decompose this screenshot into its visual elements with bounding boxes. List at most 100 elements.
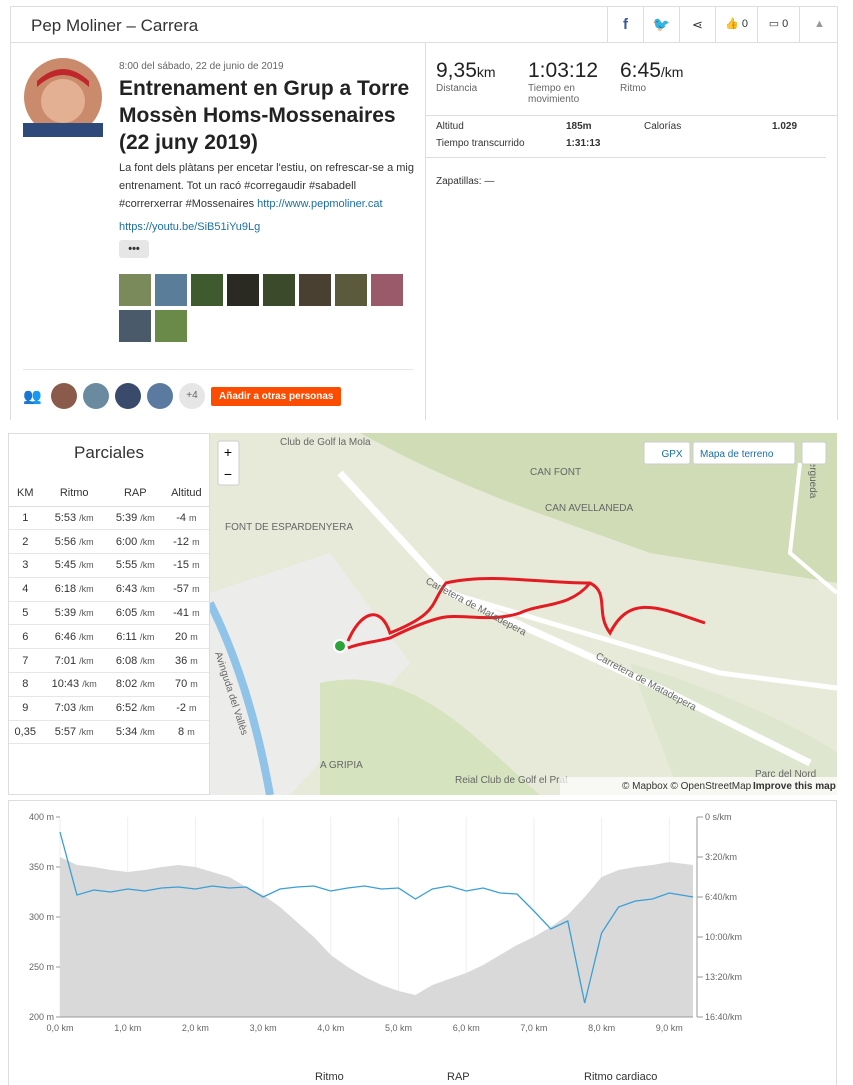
photo[interactable] xyxy=(299,274,331,306)
divider xyxy=(426,115,837,116)
stat: 1:03:12 Tiempo en movimiento xyxy=(528,59,618,105)
split-value: 7 xyxy=(22,654,29,667)
improve-map[interactable]: Improve this map xyxy=(753,781,836,792)
map-label: FONT DE ESPARDENYERA xyxy=(225,522,353,533)
split-unit: /km xyxy=(140,536,155,547)
split-unit: m xyxy=(190,655,198,666)
split-unit: /km xyxy=(140,655,155,666)
add-people-button[interactable]: Añadir a otras personas xyxy=(211,386,342,406)
y2-tick-label: 6:40/km xyxy=(705,892,737,902)
split-cell: 6:08 /km xyxy=(106,648,164,674)
split-row: 8 10:43 /km 8:02 /km 70 m xyxy=(9,672,209,697)
more-athletes[interactable]: +4 xyxy=(179,383,205,409)
split-unit: /km xyxy=(79,584,94,595)
photo[interactable] xyxy=(191,274,223,306)
splits-panel: Parciales KM Ritmo RAP Altitud 1 5:53 /km 5:39… xyxy=(8,433,210,795)
split-value: 4 xyxy=(22,583,29,596)
split-unit: m xyxy=(192,608,200,619)
x-tick-label: 0,0 km xyxy=(46,1023,73,1033)
photo[interactable] xyxy=(227,274,259,306)
split-cell: 7:01 /km xyxy=(41,648,107,674)
stat-value: 6:45/km xyxy=(620,59,700,83)
header-actions: f 🐦 ⋖ 👍 0 ▭ 0 ▲ xyxy=(607,7,839,42)
stat-value: 9,35km xyxy=(436,59,516,83)
split-value: 5:39 xyxy=(115,511,138,524)
y2-tick-label: 10:00/km xyxy=(705,932,742,942)
split-value: 1 xyxy=(22,511,29,524)
split-unit: /km xyxy=(79,703,94,714)
zoom-out[interactable]: − xyxy=(224,466,232,482)
stat: 9,35km Distancia xyxy=(436,59,516,94)
split-cell: 5:45 /km xyxy=(41,553,107,578)
y2-tick-label: 3:20/km xyxy=(705,852,737,862)
photo[interactable] xyxy=(155,274,187,306)
like-button[interactable]: 👍 0 xyxy=(715,7,757,42)
split-cell: -41 m xyxy=(163,601,209,626)
more-button[interactable]: ••• xyxy=(119,240,149,258)
athlete-avatar[interactable] xyxy=(51,383,77,409)
description-link[interactable]: http://www.pepmoliner.cat xyxy=(257,198,383,210)
y-tick-label: 200 m xyxy=(29,1012,54,1022)
splits-header: KM Ritmo RAP Altitud xyxy=(9,480,209,507)
stat-row-label: Tiempo transcurrido xyxy=(436,138,525,149)
stat-row-value: 1:31:13 xyxy=(566,138,601,149)
split-unit: /km xyxy=(140,679,155,690)
split-unit: /km xyxy=(79,608,94,619)
split-unit: m xyxy=(187,727,195,738)
photo[interactable] xyxy=(335,274,367,306)
video-link[interactable]: https://youtu.be/SiB51iYu9Lg xyxy=(119,221,261,233)
split-cell: -15 m xyxy=(163,553,209,578)
pace-line xyxy=(59,831,694,1004)
twitter-button[interactable]: 🐦 xyxy=(643,7,679,42)
facebook-button[interactable]: f xyxy=(607,7,643,42)
zoom-in[interactable]: + xyxy=(224,444,232,460)
split-value: -12 xyxy=(173,535,190,548)
split-cell: 36 m xyxy=(163,648,209,674)
split-unit: /km xyxy=(79,631,94,642)
split-row: 2 5:56 /km 6:00 /km -12 m xyxy=(9,529,209,555)
split-unit: /km xyxy=(140,727,155,738)
photo[interactable] xyxy=(119,310,151,342)
splits-header-cell: Altitud xyxy=(163,480,209,507)
split-cell: 5:56 /km xyxy=(41,529,107,555)
x-tick-label: 1,0 km xyxy=(114,1023,141,1033)
athlete-avatar[interactable] xyxy=(115,383,141,409)
split-cell: 2 xyxy=(9,529,42,555)
activity-description: La font dels plàtans per encetar l'estiu… xyxy=(119,159,414,213)
collapse-button[interactable]: ▲ xyxy=(799,7,839,42)
comment-button[interactable]: ▭ 0 xyxy=(757,7,799,42)
y2-tick-label: 13:20/km xyxy=(705,972,742,982)
split-cell: 5:57 /km xyxy=(41,720,107,745)
share-button[interactable]: ⋖ xyxy=(679,7,715,42)
map[interactable]: Club de Golf la Mola CAN FONT FONT DE ESPA… xyxy=(210,433,837,795)
split-cell: 5:55 /km xyxy=(106,553,164,578)
stat-unit: /km xyxy=(660,64,684,80)
y-tick-label: 400 m xyxy=(29,812,54,822)
split-value: 5:45 xyxy=(54,559,77,572)
photo[interactable] xyxy=(119,274,151,306)
photo[interactable] xyxy=(155,310,187,342)
split-unit: m xyxy=(192,584,200,595)
split-cell: 70 m xyxy=(163,672,209,697)
terrain-select[interactable]: Mapa de terreno xyxy=(700,449,774,460)
activity-panel: 8:00 del sábado, 22 de junio de 2019 Ent… xyxy=(10,43,426,420)
map-label: Reial Club de Golf el Prat xyxy=(455,775,568,786)
photo[interactable] xyxy=(371,274,403,306)
photo[interactable] xyxy=(263,274,295,306)
gpx-button[interactable]: GPX xyxy=(661,449,682,460)
split-value: 36 xyxy=(174,654,188,667)
split-value: 8 xyxy=(178,726,185,739)
splits-header-cell: Ritmo xyxy=(41,480,107,507)
athlete-avatar[interactable] xyxy=(147,383,173,409)
chart-frame xyxy=(8,800,837,1085)
split-unit: /km xyxy=(140,703,155,714)
athlete-avatar[interactable] xyxy=(83,383,109,409)
split-value: 6:18 xyxy=(54,583,77,596)
split-row: 5 5:39 /km 6:05 /km -41 m xyxy=(9,601,209,626)
split-value: 5 xyxy=(22,607,29,620)
split-cell: 6 xyxy=(9,624,42,650)
map-attribution[interactable]: © Mapbox © OpenStreetMap xyxy=(622,781,752,792)
split-unit: /km xyxy=(82,679,97,690)
split-value: 70 xyxy=(174,678,188,691)
